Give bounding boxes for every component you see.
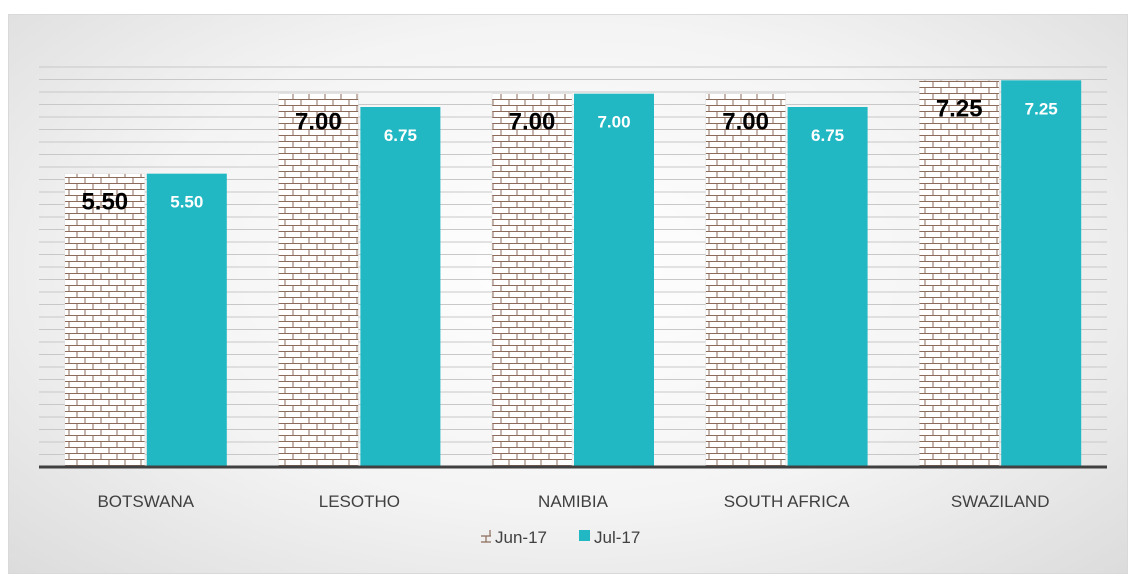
legend-swatch-jun17 (481, 530, 491, 543)
bar-jun17 (705, 93, 786, 468)
tick-label: LESOTHO (319, 492, 400, 511)
bar-chart: 5.50 5.50 7.00 6.75 7.00 7.00 7.00 6.75 7.25 7.25… (39, 66, 1107, 547)
bar-jul17 (360, 107, 441, 467)
tick-label: NAMIBIA (538, 492, 609, 511)
bar-jul17 (787, 107, 868, 467)
data-label-jun17: 7.25 (936, 95, 983, 122)
bar-jul17 (1001, 80, 1082, 467)
chart-frame: 5.50 5.50 7.00 6.75 7.00 7.00 7.00 6.75 7.25 7.25… (8, 14, 1128, 574)
bars (64, 80, 1082, 468)
bar-jun17 (278, 93, 359, 468)
data-label-jun17: 5.50 (81, 189, 128, 216)
tick-label: BOTSWANA (97, 492, 194, 511)
data-labels: 5.50 5.50 7.00 6.75 7.00 7.00 7.00 6.75 7.25 7.25 (81, 95, 1057, 215)
brick-icon (481, 530, 491, 543)
legend-label-jun17[interactable]: Jun-17 (495, 528, 547, 547)
bar-jun17 (64, 173, 146, 468)
data-label-jul17: 7.25 (1025, 99, 1058, 118)
category-axis: BOTSWANA LESOTHO NAMIBIA SOUTH AFRICA SWAZIL… (39, 465, 1107, 511)
data-label-jun17: 7.00 (722, 109, 769, 136)
legend-swatch-jul17 (579, 530, 590, 541)
data-label-jul17: 7.00 (597, 113, 630, 132)
bar-jul17 (574, 93, 654, 468)
tick-label: SOUTH AFRICA (724, 492, 850, 511)
bar-jul17 (146, 173, 227, 467)
bar-jun17 (918, 80, 1000, 468)
data-label-jun17: 7.00 (509, 109, 556, 136)
data-label-jul17: 6.75 (384, 126, 417, 145)
data-label-jun17: 7.00 (295, 109, 342, 136)
data-label-jul17: 6.75 (811, 126, 844, 145)
bar-jun17 (491, 93, 573, 468)
legend: Jun-17 Jul-17 (481, 528, 640, 547)
legend-label-jul17[interactable]: Jul-17 (594, 528, 640, 547)
tick-label: SWAZILAND (951, 492, 1050, 511)
data-label-jul17: 5.50 (170, 193, 203, 212)
